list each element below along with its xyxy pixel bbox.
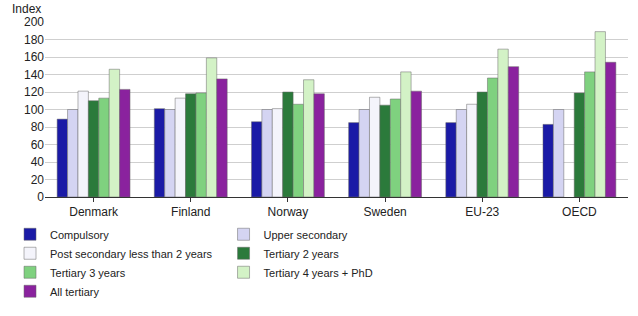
svg-text:EU-23: EU-23 [465,205,499,219]
svg-text:Sweden: Sweden [363,205,406,219]
svg-text:20: 20 [31,173,45,187]
svg-text:Index: Index [12,2,41,16]
svg-text:OECD: OECD [562,205,597,219]
svg-text:180: 180 [24,33,44,47]
svg-text:Denmark: Denmark [69,205,119,219]
svg-text:Tertiary 3 years: Tertiary 3 years [50,267,126,279]
svg-text:Norway: Norway [268,205,309,219]
svg-text:Tertiary 4 years + PhD: Tertiary 4 years + PhD [264,267,373,279]
svg-text:140: 140 [24,68,44,82]
svg-text:Compulsory: Compulsory [50,229,109,241]
svg-text:160: 160 [24,50,44,64]
svg-text:40: 40 [31,155,45,169]
svg-text:All tertiary: All tertiary [50,286,99,298]
svg-text:Tertiary 2 years: Tertiary 2 years [264,248,340,260]
svg-text:0: 0 [37,190,44,204]
svg-text:80: 80 [31,120,45,134]
svg-text:Finland: Finland [171,205,210,219]
svg-text:120: 120 [24,85,44,99]
svg-text:Post secondary less than 2 yea: Post secondary less than 2 years [50,248,213,260]
svg-text:60: 60 [31,138,45,152]
svg-text:100: 100 [24,103,44,117]
svg-text:Upper secondary: Upper secondary [264,229,348,241]
svg-text:200: 200 [24,15,44,29]
